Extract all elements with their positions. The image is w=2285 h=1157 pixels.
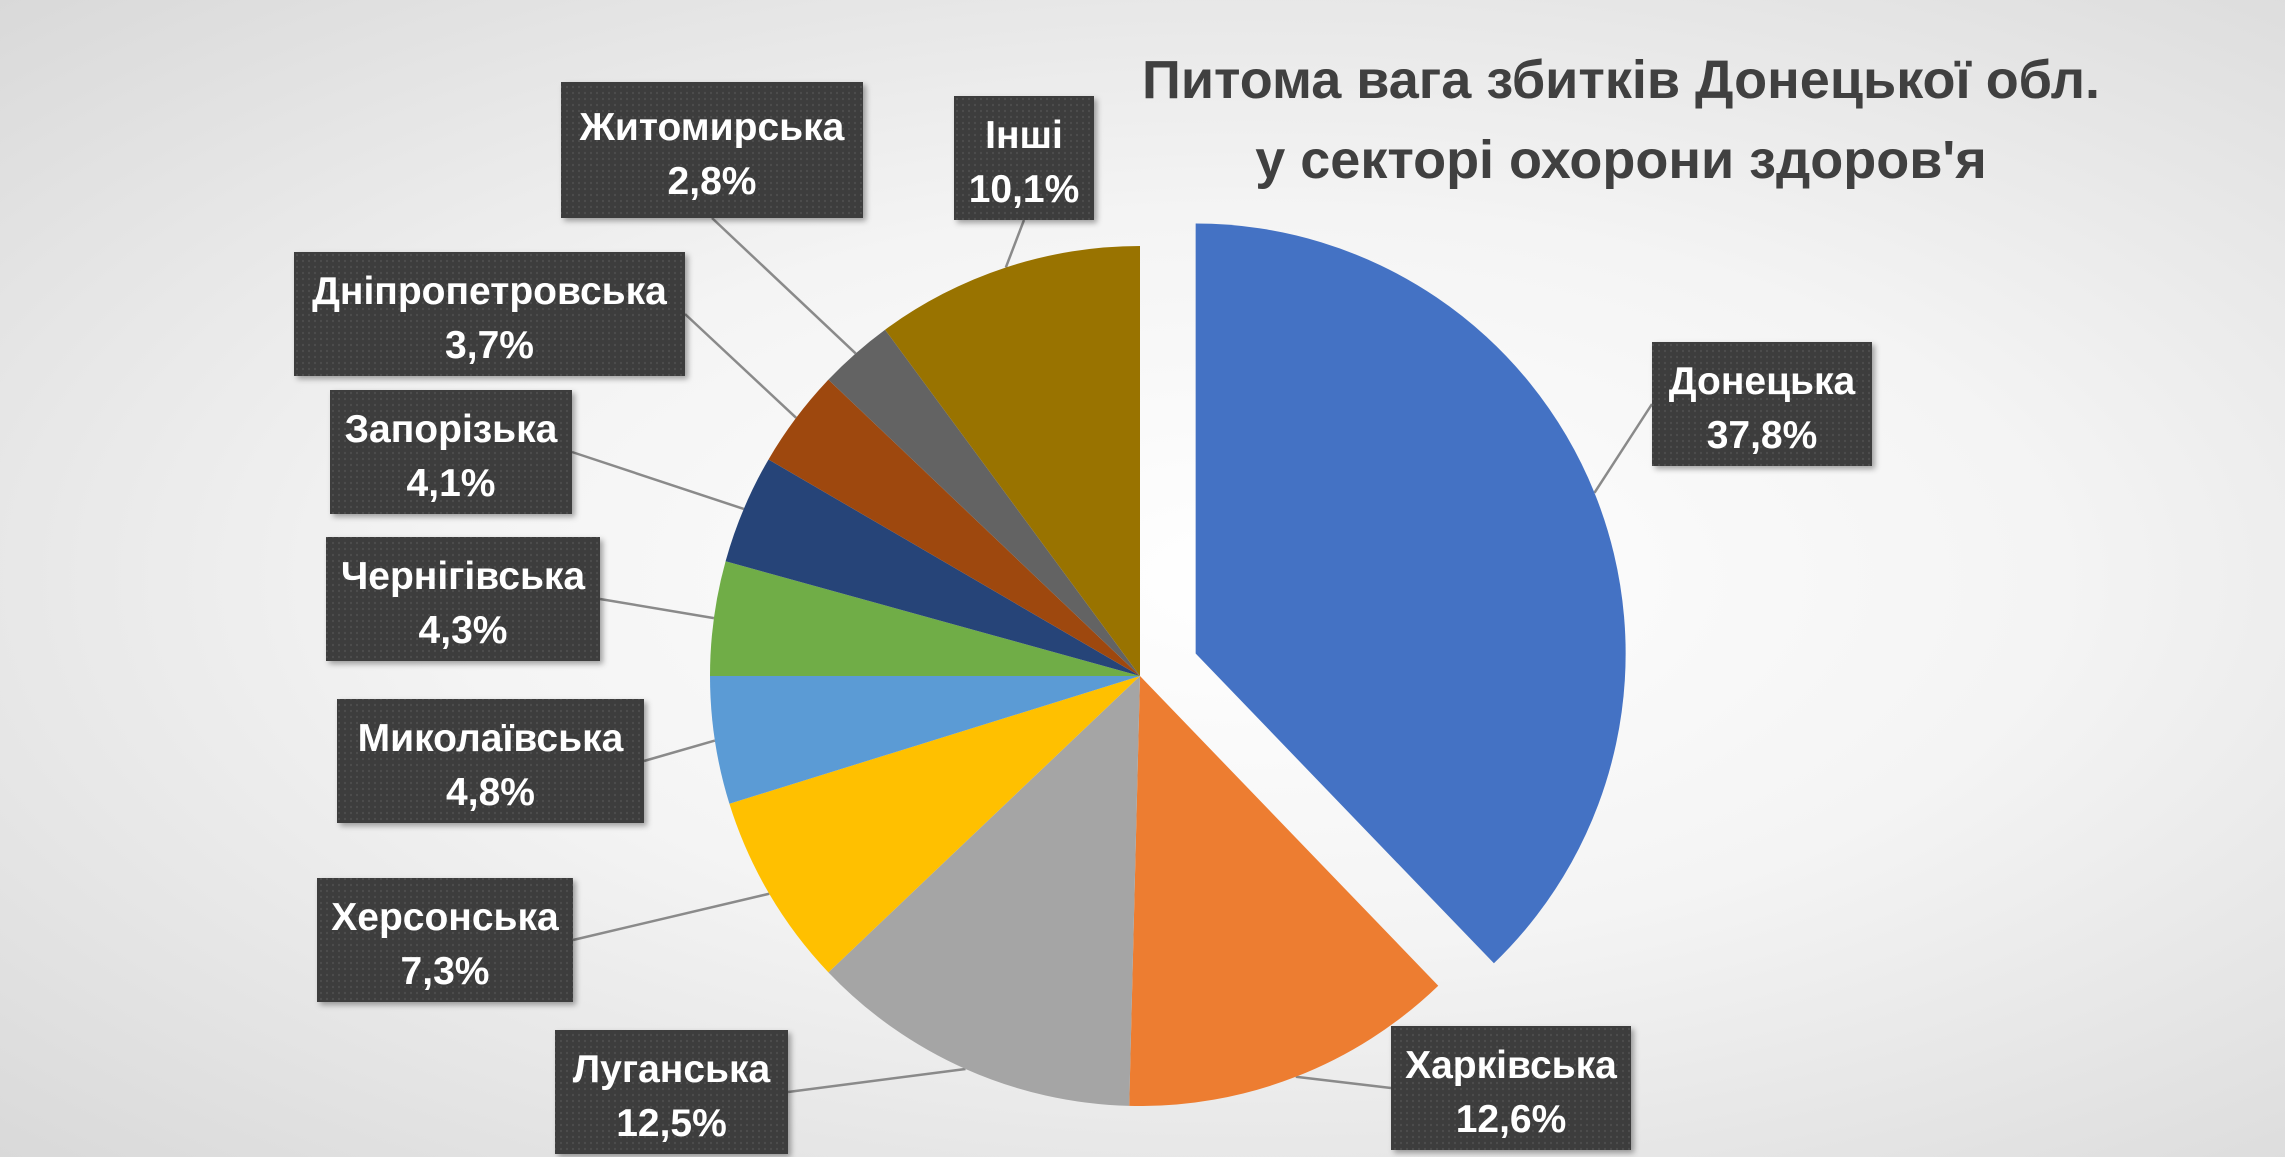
data-label-name: Луганська — [573, 1048, 771, 1091]
pie-slice-2 — [1129, 676, 1439, 1107]
data-label-name: Чернігівська — [341, 555, 586, 598]
leader-line-2 — [1295, 1075, 1392, 1090]
data-label-8: Дніпропетровська 3,7% — [294, 252, 685, 376]
data-label-7: Запорізька 4,1% — [330, 390, 572, 514]
chart-title-line-2: у секторі охорони здоров'я — [1255, 130, 1987, 190]
data-label-box — [317, 878, 573, 1002]
data-label-name: Житомирська — [579, 106, 845, 149]
data-label-box — [555, 1030, 788, 1154]
data-label-name: Дніпропетровська — [312, 270, 667, 313]
data-label-6: Чернігівська 4,3% — [326, 537, 600, 661]
data-labels: Донецька 37,8% Харківська 12,6% Луганська 12,… — [294, 82, 1872, 1154]
data-label-value: 4,3% — [419, 609, 508, 652]
data-label-4: Херсонська 7,3% — [317, 878, 573, 1002]
data-label-value: 3,7% — [445, 324, 534, 367]
leader-line-8 — [684, 313, 797, 419]
leader-line-5 — [643, 739, 716, 763]
leader-line-7 — [571, 450, 745, 511]
data-label-2: Харківська 12,6% — [1391, 1026, 1631, 1150]
leader-line-10 — [1004, 219, 1026, 268]
data-label-box — [330, 390, 572, 514]
data-label-value: 12,5% — [616, 1102, 727, 1145]
data-label-name: Харківська — [1405, 1044, 1617, 1087]
data-label-box — [954, 96, 1094, 220]
data-label-10: Інші 10,1% — [954, 96, 1094, 220]
data-label-value: 12,6% — [1456, 1098, 1567, 1141]
data-label-value: 4,8% — [446, 771, 535, 814]
data-label-box — [294, 252, 685, 376]
leader-line-9 — [711, 217, 857, 355]
data-label-1: Донецька 37,8% — [1652, 342, 1872, 466]
data-label-value: 10,1% — [969, 168, 1080, 211]
data-label-name: Донецька — [1669, 360, 1856, 403]
pie-slice-8 — [768, 379, 1140, 676]
data-label-9: Житомирська 2,8% — [561, 82, 863, 218]
leader-line-1 — [1593, 403, 1654, 494]
data-label-value: 7,3% — [401, 950, 490, 993]
leader-line-4 — [572, 892, 770, 942]
data-label-box — [326, 537, 600, 661]
data-label-3: Луганська 12,5% — [555, 1030, 788, 1154]
data-label-name: Запорізька — [345, 408, 558, 451]
pie-slice-4 — [729, 676, 1140, 973]
leader-line-3 — [787, 1067, 966, 1094]
data-label-name: Миколаївська — [358, 717, 624, 760]
pie-slice-3 — [828, 676, 1140, 1106]
data-label-box — [1652, 342, 1872, 466]
pie-slice-7 — [725, 459, 1140, 676]
pie-slice-6 — [710, 561, 1140, 676]
data-label-box — [561, 82, 863, 218]
data-label-box — [337, 699, 644, 823]
data-label-value: 37,8% — [1707, 414, 1818, 457]
data-label-name: Інші — [985, 114, 1063, 157]
data-label-5: Миколаївська 4,8% — [337, 699, 644, 823]
pie-slice-10 — [885, 246, 1140, 676]
chart-title-line-1: Питома вага збитків Донецької обл. — [1142, 50, 2100, 110]
leader-lines — [571, 217, 1654, 1094]
pie-slice-1 — [1195, 223, 1626, 964]
data-label-value: 2,8% — [668, 160, 757, 203]
leader-line-6 — [599, 597, 715, 620]
data-label-box — [1391, 1026, 1631, 1150]
pie-slices — [710, 223, 1626, 1107]
pie-slice-5 — [710, 676, 1140, 804]
data-label-name: Херсонська — [331, 896, 559, 939]
data-label-value: 4,1% — [407, 462, 496, 505]
pie-slice-9 — [828, 329, 1140, 676]
